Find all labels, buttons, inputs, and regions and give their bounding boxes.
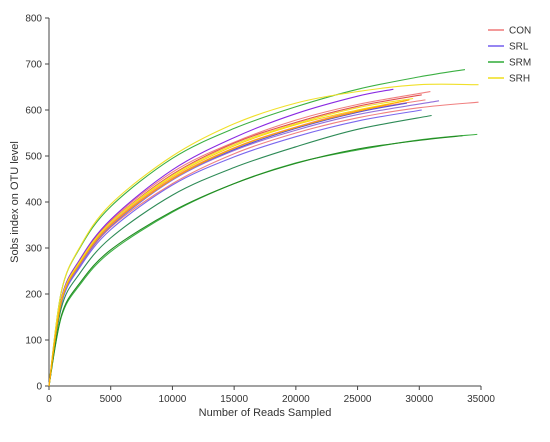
x-tick-label: 5000 bbox=[100, 394, 123, 405]
series-line-srh bbox=[48, 100, 406, 387]
y-tick-label: 300 bbox=[25, 244, 42, 255]
x-tick-label: 10000 bbox=[159, 394, 187, 405]
series-line-srm bbox=[48, 68, 466, 387]
series-line-srm bbox=[48, 133, 478, 387]
x-tick-label: 15000 bbox=[220, 394, 248, 405]
y-tick-label: 700 bbox=[25, 60, 42, 71]
axes: 0 100 200 300 400 500 600 700 800 0 5000 10000 15000… bbox=[25, 14, 495, 406]
y-tick-label: 400 bbox=[25, 198, 42, 209]
y-tick-label: 0 bbox=[36, 382, 42, 393]
y-tick-label: 800 bbox=[25, 14, 42, 25]
series-line-srl bbox=[48, 109, 422, 387]
y-tick-label: 500 bbox=[25, 152, 42, 163]
x-axis-label: Number of Reads Sampled bbox=[199, 407, 332, 419]
series-line-con bbox=[48, 94, 422, 387]
x-tick-label: 25000 bbox=[344, 394, 372, 405]
legend-label-srm: SRM bbox=[509, 58, 531, 69]
y-tick-label: 200 bbox=[25, 290, 42, 301]
legend: CON SRL SRM SRH bbox=[488, 26, 531, 85]
x-tick-label: 0 bbox=[46, 394, 52, 405]
series-line-srh bbox=[48, 97, 414, 387]
legend-label-srh: SRH bbox=[509, 74, 530, 85]
series-lines bbox=[48, 68, 479, 387]
legend-label-con: CON bbox=[509, 26, 531, 37]
y-tick-label: 600 bbox=[25, 106, 42, 117]
x-tick-label: 30000 bbox=[405, 394, 433, 405]
x-tick-label: 20000 bbox=[282, 394, 310, 405]
series-line-srm bbox=[48, 114, 432, 387]
series-line-srm bbox=[48, 135, 463, 387]
legend-label-srl: SRL bbox=[509, 42, 529, 53]
y-tick-label: 100 bbox=[25, 336, 42, 347]
series-line-con bbox=[48, 101, 479, 387]
series-line-con bbox=[48, 91, 431, 387]
series-line-srh bbox=[48, 83, 479, 387]
x-tick-label: 35000 bbox=[467, 394, 495, 405]
series-line-srh bbox=[48, 99, 410, 387]
y-axis-label: Sobs index on OTU level bbox=[9, 141, 21, 263]
